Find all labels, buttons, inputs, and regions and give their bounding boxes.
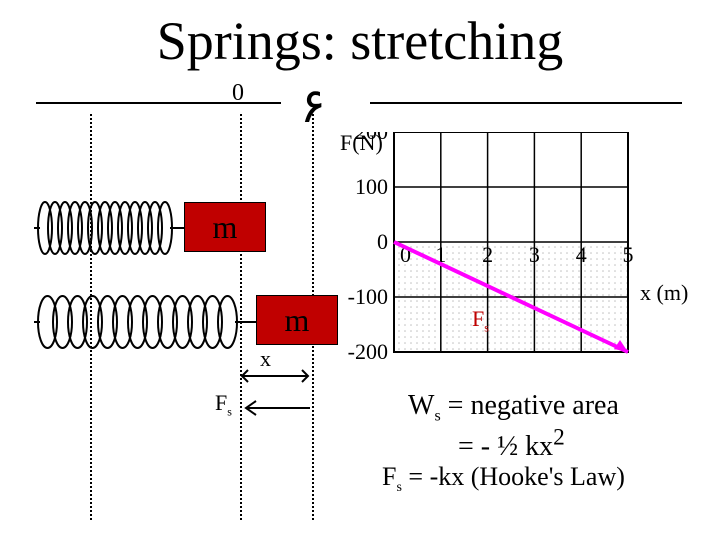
page-title: Springs: stretching <box>0 10 720 72</box>
svg-text:4: 4 <box>576 242 587 267</box>
spring-1 <box>34 200 194 256</box>
restoring-force-arrow <box>242 398 314 418</box>
svg-text:3: 3 <box>529 242 540 267</box>
svg-text:-100: -100 <box>348 284 388 309</box>
svg-text:2: 2 <box>482 242 493 267</box>
displacement-arrow <box>240 366 312 386</box>
svg-text:5: 5 <box>623 242 634 267</box>
work-formula-line1: Ws = negative area <box>408 390 619 426</box>
zero-reference-label: 0 <box>232 80 244 107</box>
force-displacement-chart: 0123452001000-100-200 <box>338 132 678 387</box>
chart-x-axis-title: x (m) <box>640 280 688 306</box>
svg-text:0: 0 <box>377 229 388 254</box>
chart-line-label: Fs <box>472 306 489 335</box>
svg-text:100: 100 <box>355 174 388 199</box>
divider-left <box>36 102 281 104</box>
work-formula-line2: = - ½ kx2 <box>458 425 565 463</box>
mass-2: m <box>256 295 338 345</box>
svg-text:-200: -200 <box>348 339 388 364</box>
divider-right <box>370 102 682 104</box>
restoring-force-label: Fs <box>215 390 232 419</box>
hookes-law-formula: Fs = -kx (Hooke's Law) <box>382 462 625 496</box>
svg-text:200: 200 <box>355 132 388 144</box>
mass-1: m <box>184 202 266 252</box>
spring-2 <box>34 294 264 350</box>
